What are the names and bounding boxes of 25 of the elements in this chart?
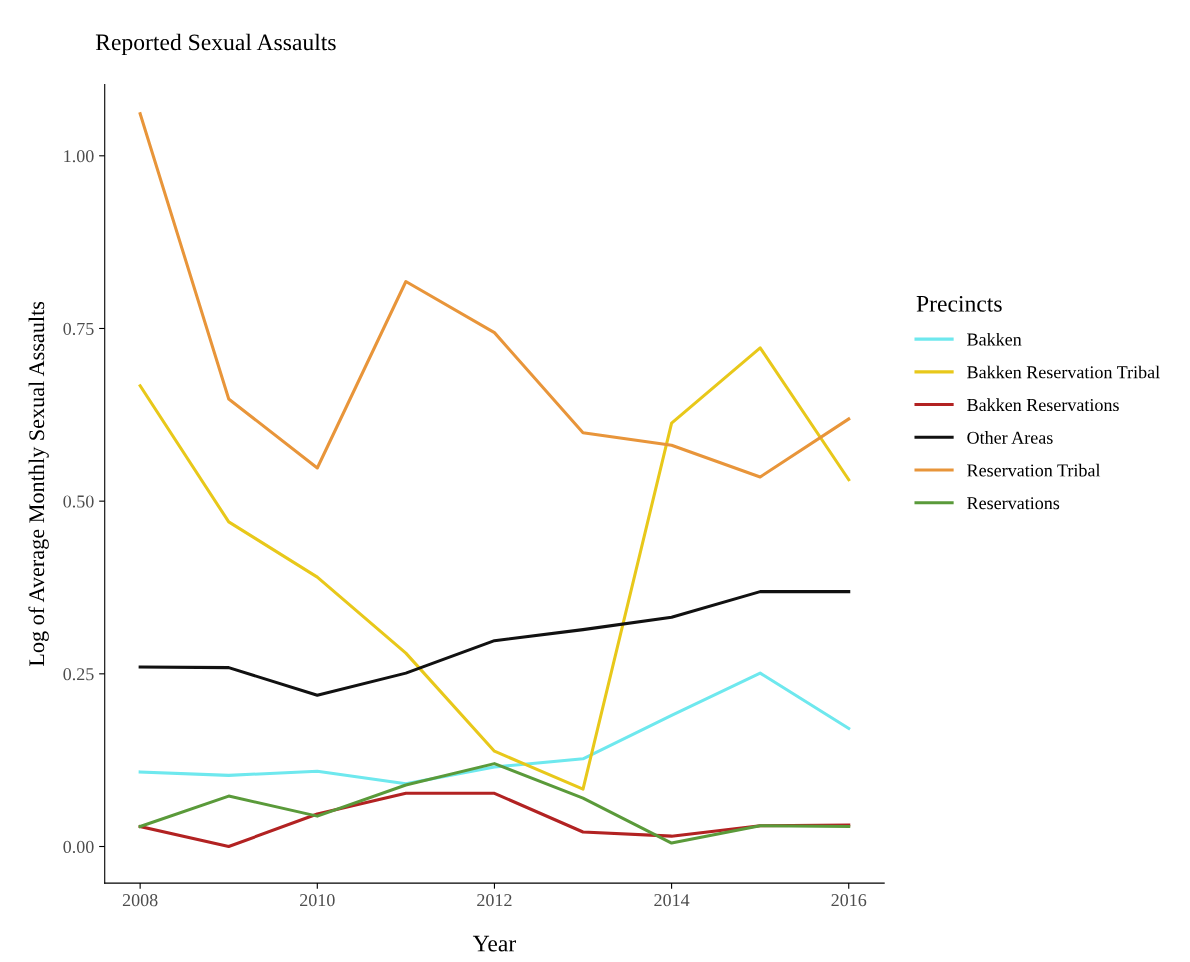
y-axis-title: Log of Average Monthly Sexual Assaults — [28, 301, 49, 667]
x-tick-label: 2008 — [122, 894, 158, 907]
line-series — [138, 762, 851, 845]
chart-title: Reported Sexual Assaults — [95, 33, 336, 56]
legend-label: Bakken — [967, 332, 1022, 346]
legend-label: Bakken Reservations — [967, 398, 1119, 412]
x-tick-label: 2010 — [300, 894, 335, 907]
line-series — [138, 590, 851, 697]
y-tick-label: 1.00 — [64, 150, 94, 163]
legend-label: Bakken Reservation Tribal — [967, 365, 1160, 379]
legend-title: Precincts — [916, 295, 1002, 312]
y-tick-label: 0.75 — [63, 322, 94, 335]
x-tick-label: 2014 — [654, 894, 690, 907]
line-series — [138, 346, 851, 791]
x-tick-label: 2016 — [831, 894, 867, 907]
y-tick-label: 0.50 — [63, 495, 94, 508]
x-tick-label: 2012 — [477, 894, 512, 907]
legend-label: Other Areas — [967, 431, 1053, 444]
y-tick-label: 0.25 — [63, 668, 94, 681]
line-series — [138, 671, 851, 786]
legend-label: Reservations — [967, 497, 1060, 510]
x-axis-title: Year — [472, 935, 516, 952]
y-tick-label: 0.00 — [63, 840, 94, 854]
line-series — [138, 112, 851, 479]
legend-label: Reservation Tribal — [967, 463, 1101, 477]
